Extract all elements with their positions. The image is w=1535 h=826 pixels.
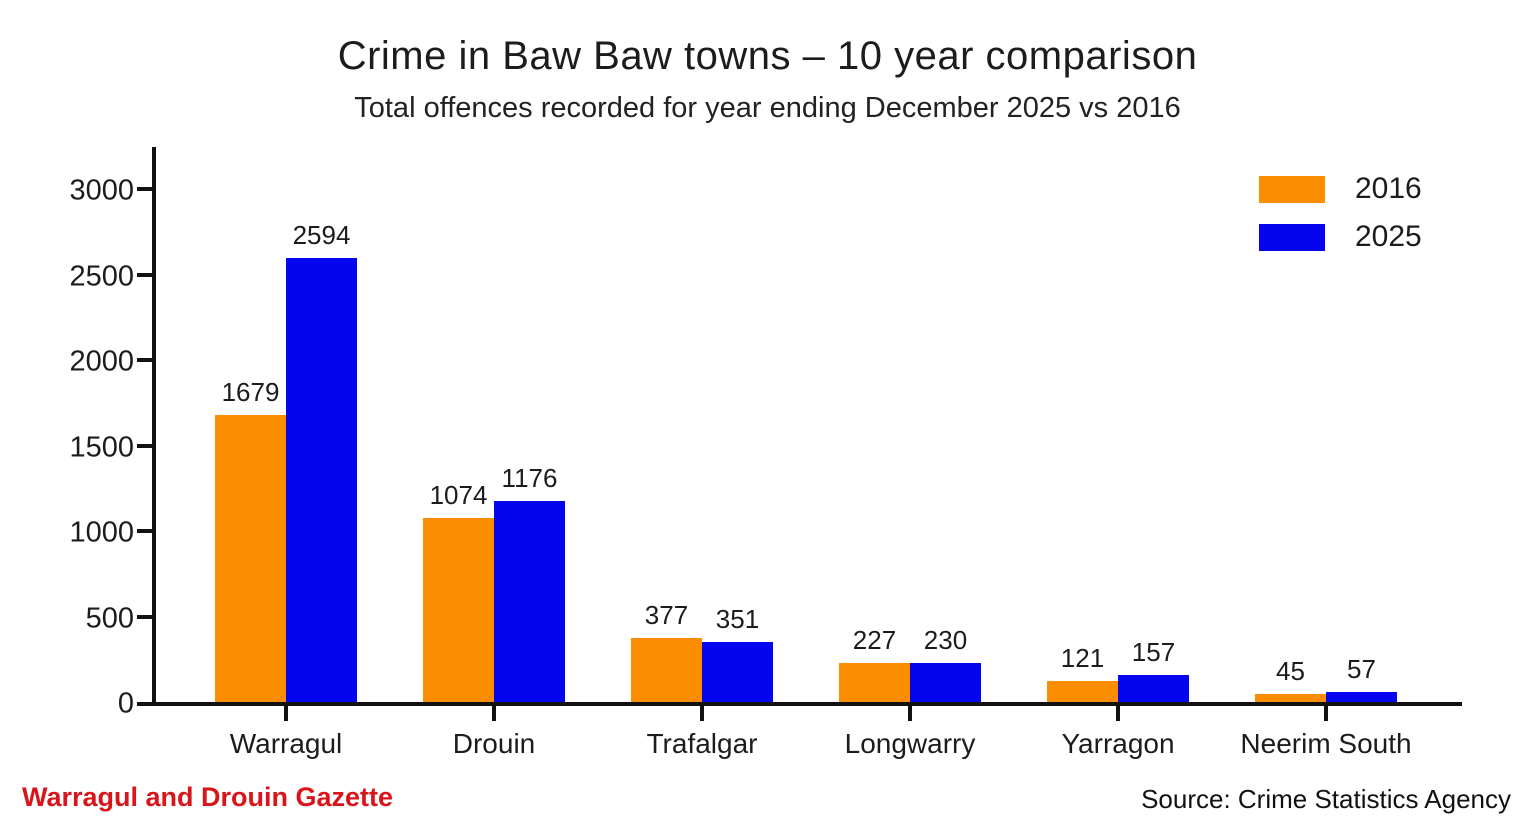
legend-swatch-2025	[1259, 223, 1325, 251]
category-label: Longwarry	[844, 728, 976, 759]
bar-2025-neerim-south	[1326, 692, 1397, 702]
chart-subtitle: Total offences recorded for year ending …	[354, 92, 1181, 124]
bar-value-label: 227	[852, 625, 897, 656]
bar-2025-warragul	[286, 258, 357, 702]
x-tick-mark	[284, 706, 288, 721]
bar-value-label: 157	[1131, 637, 1176, 668]
y-tick-label: 0	[117, 687, 134, 720]
legend-item-2025: 2025	[1259, 220, 1422, 254]
chart-title: Crime in Baw Baw towns – 10 year compari…	[337, 34, 1198, 78]
category-label: Drouin	[452, 728, 536, 759]
legend-swatch-2016	[1259, 175, 1325, 203]
x-tick-mark	[1116, 706, 1120, 721]
x-tick-mark	[700, 706, 704, 721]
y-tick-label: 500	[85, 602, 134, 634]
bar-value-label: 230	[923, 624, 968, 655]
x-tick-mark	[1324, 706, 1328, 721]
bar-2025-trafalgar	[702, 641, 773, 702]
category-label: Warragul	[229, 728, 343, 759]
y-tick-label: 3000	[69, 174, 134, 207]
category-label: Trafalgar	[646, 728, 758, 759]
category-label: Yarragon	[1061, 728, 1175, 759]
y-tick-mark	[137, 187, 156, 192]
legend-label: 2016	[1355, 172, 1422, 205]
x-axis-line	[137, 702, 1462, 706]
bar-value-label: 1176	[501, 462, 558, 493]
y-tick-label: 1500	[69, 431, 134, 464]
y-tick-label: 2500	[69, 260, 134, 293]
y-tick-label: 2000	[69, 345, 134, 378]
bar-2016-longwarry	[839, 663, 910, 702]
bar-value-label: 1074	[429, 480, 488, 511]
y-tick-mark	[137, 443, 156, 448]
x-tick-mark	[908, 706, 912, 721]
bar-2025-longwarry	[910, 662, 981, 702]
y-axis-line	[152, 147, 156, 706]
bar-value-label: 45	[1276, 656, 1305, 687]
bar-value-label: 121	[1060, 643, 1105, 674]
bar-value-label: 1679	[221, 376, 280, 407]
bar-2016-drouin	[423, 518, 494, 702]
legend: 2016 2025	[1259, 172, 1422, 268]
bar-value-label: 351	[715, 603, 760, 634]
bar-value-label: 377	[644, 599, 689, 630]
x-tick-mark	[492, 706, 496, 721]
bar-2016-warragul	[215, 414, 286, 702]
bar-value-label: 57	[1347, 654, 1376, 685]
legend-label: 2025	[1355, 220, 1422, 253]
bar-2016-yarragon	[1047, 681, 1118, 702]
legend-item-2016: 2016	[1259, 172, 1422, 206]
y-tick-mark	[137, 529, 156, 534]
y-tick-mark	[137, 358, 156, 363]
y-tick-mark	[137, 272, 156, 277]
bar-2025-drouin	[494, 500, 565, 702]
bar-2016-neerim-south	[1255, 694, 1326, 702]
category-label: Neerim South	[1240, 728, 1412, 759]
y-tick-mark	[137, 614, 156, 619]
bar-value-label: 2594	[292, 220, 351, 251]
y-tick-label: 1000	[69, 516, 134, 549]
publication-credit: Warragul and Drouin Gazette	[22, 782, 394, 812]
bar-2016-trafalgar	[631, 637, 702, 702]
bar-2025-yarragon	[1118, 675, 1189, 702]
source-credit: Source: Crime Statistics Agency	[1141, 784, 1511, 814]
